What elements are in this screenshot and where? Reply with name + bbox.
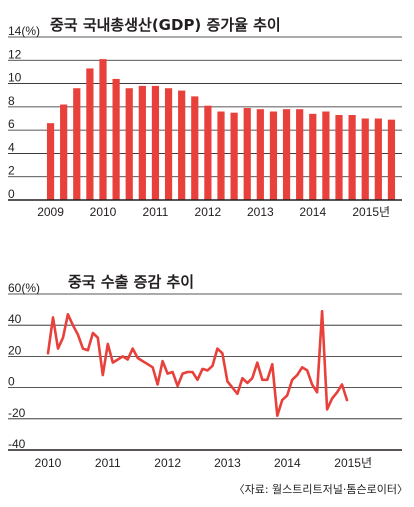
export-y-tick-label: -20: [8, 406, 26, 420]
gdp-x-tick-label: 2012: [195, 205, 222, 219]
gdp-x-tick-label: 2011: [143, 205, 169, 219]
export-x-tick-label: 2014: [274, 456, 301, 470]
export-x-tick-label: 2010: [35, 456, 62, 470]
gdp-x-tick-label: 2009: [37, 205, 64, 219]
gdp-bar: [322, 111, 330, 200]
gdp-bar: [125, 88, 133, 200]
gdp-bar: [348, 115, 356, 200]
export-y-tick-label: 0: [8, 375, 15, 389]
gdp-y-tick-label: 8: [8, 94, 15, 108]
export-series-line: [46, 309, 349, 418]
gdp-bar: [191, 96, 199, 200]
gdp-bar: [282, 109, 291, 200]
gdp-bar: [256, 109, 264, 200]
gdp-bar: [164, 88, 173, 200]
gdp-y-axis-ticks: 14(%) 12 10 8 6 4 2 0: [8, 24, 40, 201]
export-chart-title: 중국 수출 증감 추이: [68, 273, 194, 291]
export-x-tick-label: 2012: [154, 456, 181, 470]
gdp-bar: [151, 85, 160, 200]
gdp-bar: [361, 118, 369, 200]
gdp-y-tick-label: 12: [8, 47, 22, 61]
gdp-x-tick-label: 2013: [247, 205, 274, 219]
gdp-bar: [73, 88, 81, 200]
gdp-y-tick-label: 10: [8, 71, 22, 85]
gdp-y-tick-label: 14(%): [8, 24, 40, 38]
gdp-bar: [335, 115, 343, 200]
gdp-bar: [230, 112, 238, 200]
gdp-x-tick-label: 2010: [90, 205, 117, 219]
export-gridlines: [8, 293, 402, 420]
export-y-tick-label: 60(%): [8, 281, 40, 295]
gdp-bar: [178, 90, 186, 200]
gdp-y-tick-label: 0: [8, 187, 15, 201]
gdp-x-tick-label: 2014: [299, 205, 326, 219]
export-x-axis-ticks: 2010 2011 2012 2013 2014 2015년: [35, 456, 372, 470]
export-y-axis-ticks: 60(%) 40 20 0 -20 -40: [8, 281, 40, 451]
gdp-bar: [243, 108, 251, 200]
gdp-bar: [112, 78, 120, 200]
gdp-y-tick-label: 2: [8, 164, 15, 178]
export-x-tick-label: 2013: [214, 456, 241, 470]
gdp-x-tick-label: 2015년: [352, 205, 390, 219]
gdp-x-axis-ticks: 2009 2010 2011 2012 2013 2014 2015년: [37, 205, 390, 219]
gdp-bar: [296, 109, 304, 200]
export-y-tick-label: 40: [8, 312, 22, 326]
source-note: 〈자료: 월스트리트저널·톰슨로이터〉: [234, 483, 408, 496]
gdp-bar: [374, 118, 382, 200]
gdp-bar: [269, 111, 278, 200]
gdp-bar: [60, 104, 68, 200]
gdp-bar: [309, 113, 317, 200]
gdp-y-tick-label: 6: [8, 117, 15, 131]
export-x-tick-label: 2015년: [334, 456, 372, 470]
gdp-bar: [86, 68, 94, 200]
export-y-tick-label: -40: [8, 437, 26, 451]
gdp-bar: [217, 111, 225, 200]
gdp-bars: [46, 59, 396, 200]
gdp-chart-title: 중국 국내총생산(GDP) 증가율 추이: [50, 16, 281, 34]
export-x-tick-label: 2011: [95, 456, 121, 470]
export-y-tick-label: 20: [8, 343, 22, 357]
gdp-bar: [387, 119, 396, 200]
gdp-y-tick-label: 4: [8, 140, 15, 154]
gdp-bar: [46, 123, 55, 200]
gdp-bar: [138, 85, 146, 200]
gdp-bar: [204, 105, 212, 200]
gdp-bar: [99, 59, 107, 200]
